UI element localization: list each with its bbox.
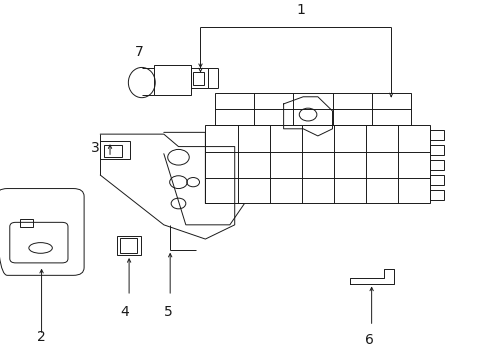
Text: 6: 6: [364, 333, 373, 347]
Bar: [205, 125, 429, 203]
Bar: [117, 235, 141, 255]
Bar: [429, 145, 443, 155]
Bar: [429, 160, 443, 170]
Bar: [193, 72, 203, 85]
Bar: [120, 238, 137, 253]
Text: 3: 3: [91, 141, 100, 156]
Bar: [154, 65, 190, 95]
Text: 2: 2: [37, 330, 46, 344]
Bar: [103, 145, 122, 157]
Bar: [100, 141, 129, 159]
Text: 4: 4: [120, 305, 129, 319]
Bar: [190, 68, 207, 88]
Text: 1: 1: [296, 3, 305, 17]
Bar: [429, 175, 443, 185]
Bar: [429, 130, 443, 140]
Bar: [429, 190, 443, 200]
Text: 5: 5: [164, 305, 173, 319]
Bar: [20, 220, 33, 226]
Bar: [215, 93, 410, 125]
Text: 7: 7: [135, 45, 143, 59]
